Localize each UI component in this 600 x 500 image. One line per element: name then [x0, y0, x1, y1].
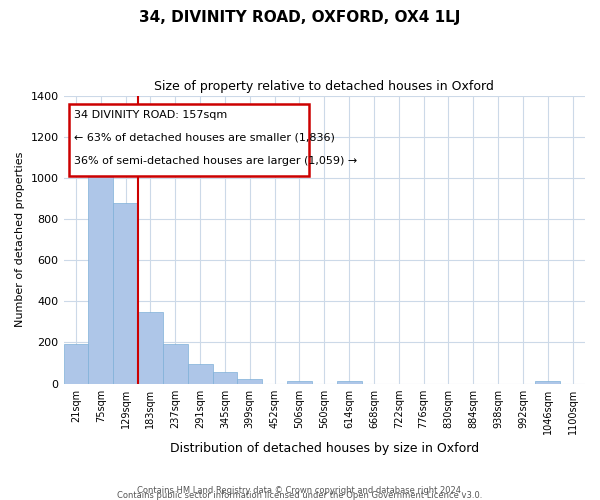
Text: Contains public sector information licensed under the Open Government Licence v3: Contains public sector information licen… [118, 490, 482, 500]
Title: Size of property relative to detached houses in Oxford: Size of property relative to detached ho… [154, 80, 494, 93]
Bar [88, 153, 113, 384]
FancyBboxPatch shape [69, 104, 308, 176]
Y-axis label: Number of detached properties: Number of detached properties [15, 152, 25, 327]
Bar [238, 380, 262, 384]
Bar [337, 382, 362, 384]
Bar [188, 364, 212, 384]
Text: 34, DIVINITY ROAD, OXFORD, OX4 1LJ: 34, DIVINITY ROAD, OXFORD, OX4 1LJ [139, 10, 461, 25]
Text: ← 63% of detached houses are smaller (1,836): ← 63% of detached houses are smaller (1,… [74, 133, 335, 143]
Bar [163, 344, 188, 384]
Bar [212, 372, 238, 384]
Bar [64, 344, 88, 384]
X-axis label: Distribution of detached houses by size in Oxford: Distribution of detached houses by size … [170, 442, 479, 455]
Bar [535, 382, 560, 384]
Bar [287, 382, 312, 384]
Bar [113, 202, 138, 384]
Bar [138, 312, 163, 384]
Text: Contains HM Land Registry data © Crown copyright and database right 2024.: Contains HM Land Registry data © Crown c… [137, 486, 463, 495]
Text: 34 DIVINITY ROAD: 157sqm: 34 DIVINITY ROAD: 157sqm [74, 110, 227, 120]
Text: 36% of semi-detached houses are larger (1,059) →: 36% of semi-detached houses are larger (… [74, 156, 357, 166]
